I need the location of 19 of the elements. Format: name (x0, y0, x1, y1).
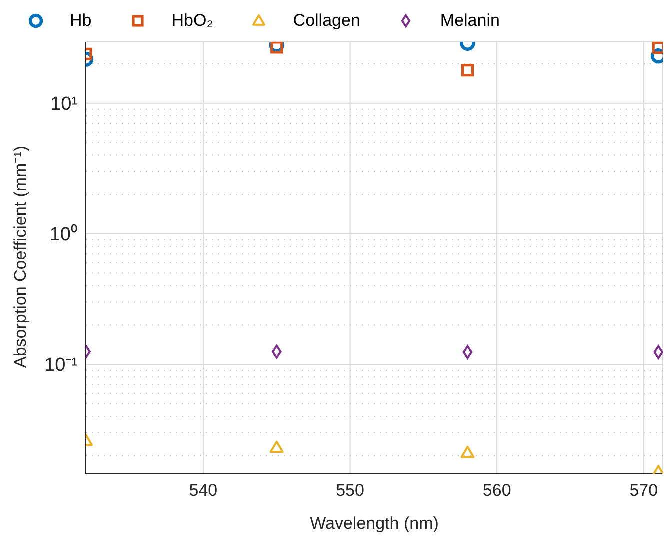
legend-label: Hb (70, 11, 92, 31)
x-tick-label: 560 (482, 481, 512, 500)
legend-label: Collagen (293, 11, 360, 31)
point (462, 345, 473, 360)
legend-label: Melanin (440, 11, 500, 31)
y-tick-label: 10¹ (50, 94, 78, 116)
x-axis-title: Wavelength (nm) (310, 514, 439, 533)
point (270, 440, 284, 454)
x-tick-label: 570 (630, 481, 658, 500)
x-tick-label: 540 (189, 481, 218, 500)
point (272, 344, 282, 359)
point (652, 42, 663, 54)
y-tick-label: 10⁰ (50, 224, 78, 246)
y-axis-title: Absorption Coefficient (mm⁻¹) (11, 146, 30, 368)
legend-label: HbO₂ (172, 11, 214, 31)
x-tick-label: 550 (336, 481, 364, 500)
point (460, 446, 475, 458)
y-tick-label: 10⁻¹ (44, 355, 78, 376)
point (461, 64, 474, 77)
